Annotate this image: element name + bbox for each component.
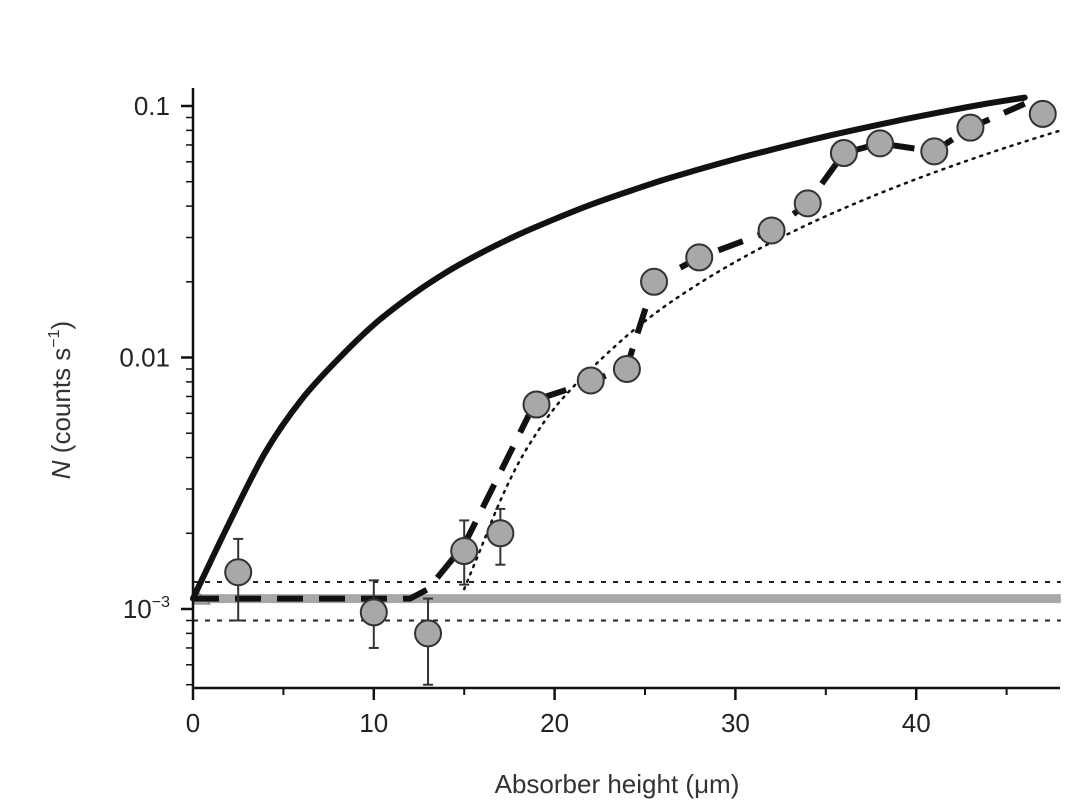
data-point	[956, 113, 985, 142]
y-tick-label: 10−3	[123, 594, 170, 624]
data-point	[486, 519, 515, 548]
y-tick-label: 0.01	[119, 343, 170, 373]
data-point	[414, 619, 443, 648]
data-point	[829, 139, 858, 168]
y-axis-label-exponent: −1	[46, 329, 63, 347]
y-axis-label: N (counts s−1)	[46, 321, 76, 479]
x-axis-label: Absorber height (μm)	[495, 769, 740, 799]
data-point	[612, 355, 641, 384]
data-point	[359, 598, 388, 627]
data-point	[522, 390, 551, 419]
y-axis-label-variable: N	[46, 460, 76, 479]
data-point	[576, 366, 605, 395]
x-tick-label: 10	[359, 708, 388, 738]
data-point	[920, 137, 949, 166]
data-point	[757, 216, 786, 245]
y-tick-label-exponent: −3	[152, 594, 170, 611]
y-tick-label-base: 10	[123, 594, 152, 624]
plot-area	[190, 94, 1063, 686]
data-point	[640, 267, 669, 296]
data-point	[224, 558, 253, 587]
data-point	[1028, 99, 1057, 128]
x-tick-label: 30	[721, 708, 750, 738]
solid-model-line	[190, 94, 1028, 602]
data-point	[685, 243, 714, 272]
dotted-model-line	[462, 129, 1063, 591]
data-point	[450, 537, 479, 566]
y-tick-label: 0.1	[134, 91, 170, 121]
y-axis-label-text: (counts s	[46, 348, 76, 461]
x-tick-label: 20	[540, 708, 569, 738]
y-axis-label-close: )	[46, 321, 76, 330]
data-point	[866, 129, 895, 158]
data-point	[793, 189, 822, 218]
x-tick-label: 0	[186, 708, 200, 738]
x-tick-label: 40	[902, 708, 931, 738]
